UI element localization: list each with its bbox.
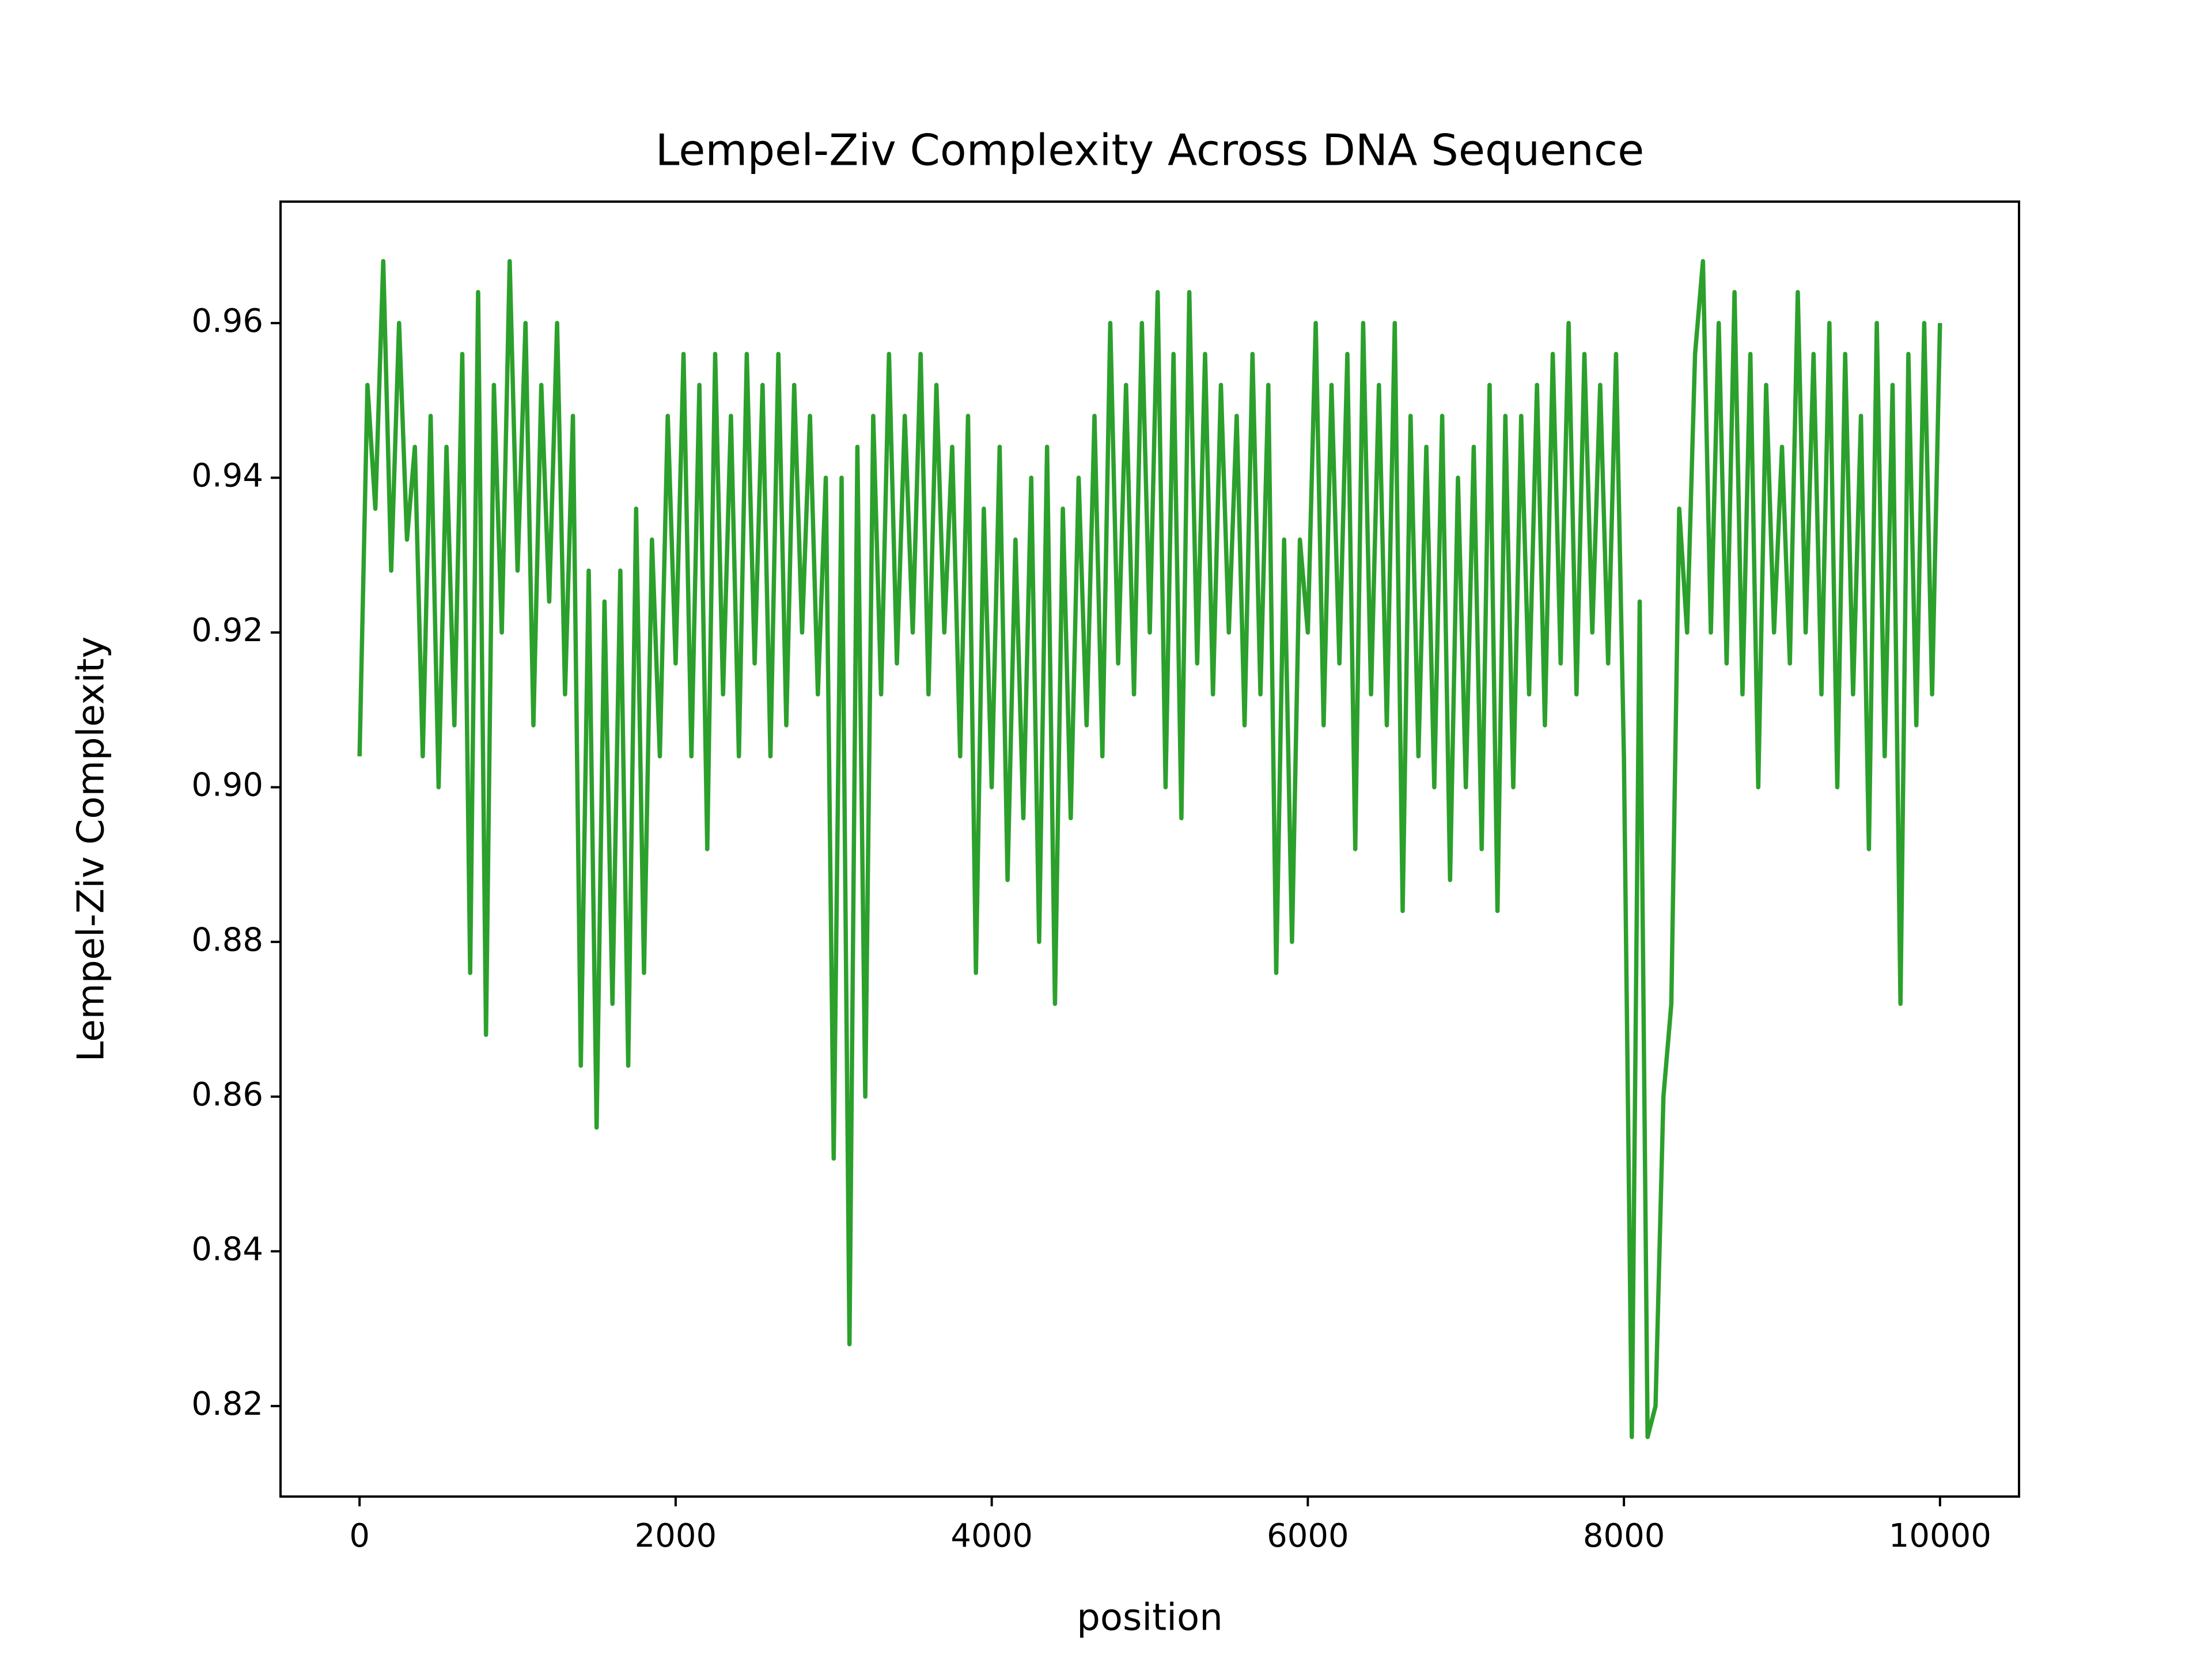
x-tick-label: 0 [349, 1517, 370, 1555]
y-tick-label: 0.88 [191, 921, 263, 959]
x-tick-label: 10000 [1889, 1517, 1991, 1555]
plot-frame [279, 200, 2020, 1498]
y-tick-label: 0.94 [191, 457, 263, 495]
y-tick-label: 0.96 [191, 302, 263, 340]
x-tick-label: 4000 [950, 1517, 1033, 1555]
line [357, 259, 1942, 1440]
chart-title: Lempel-Ziv Complexity Across DNA Sequenc… [656, 125, 1644, 176]
y-tick-label: 0.84 [191, 1230, 263, 1268]
x-axis-label: position [1077, 1597, 1223, 1639]
y-axis-label: Lempel-Ziv Complexity [70, 637, 113, 1062]
y-tick-label: 0.86 [191, 1076, 263, 1113]
x-tick-label: 8000 [1583, 1517, 1665, 1555]
x-tick-label: 2000 [635, 1517, 717, 1555]
y-tick-label: 0.92 [191, 612, 263, 649]
x-tick-label: 6000 [1267, 1517, 1349, 1555]
y-tick-label: 0.90 [191, 767, 263, 804]
y-tick-label: 0.82 [191, 1385, 263, 1423]
